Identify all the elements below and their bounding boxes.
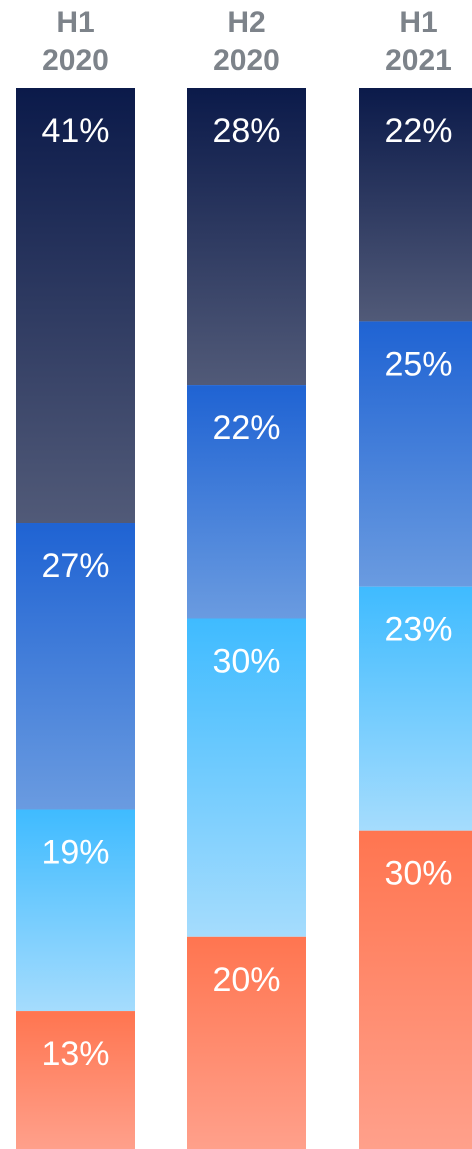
value-label: 28% <box>212 112 280 150</box>
value-label: 27% <box>41 547 109 585</box>
category-label-line1: H2 <box>227 6 265 39</box>
value-labels: 41% 27% 19% 13% 28% 22% 30% 20% 22% 25% 23% 30% <box>41 112 452 1073</box>
bar-segment <box>16 1011 135 1149</box>
value-label: 22% <box>212 409 280 447</box>
bar-segment <box>187 385 306 619</box>
value-label: 20% <box>212 961 280 999</box>
value-label: 30% <box>384 855 452 893</box>
category-label-line2: 2020 <box>42 44 109 77</box>
value-label: 22% <box>384 112 452 150</box>
bar-segment <box>359 830 472 1149</box>
bar-segment <box>187 936 306 1149</box>
category-label-line2: 2021 <box>385 44 452 77</box>
bar-segment <box>16 88 135 524</box>
bar-segment <box>359 586 472 831</box>
category-label-line1: H1 <box>56 6 94 39</box>
value-label: 25% <box>384 345 452 383</box>
value-label: 30% <box>212 643 280 681</box>
bar-segment <box>187 618 306 937</box>
bar-segment <box>16 523 135 810</box>
bar-segment <box>16 809 135 1012</box>
value-label: 41% <box>41 112 109 150</box>
value-label: 19% <box>41 833 109 871</box>
category-label-line1: H1 <box>399 6 437 39</box>
bars-group <box>16 88 472 1149</box>
category-labels: H1 2020 H2 2020 H1 2021 <box>42 6 452 77</box>
category-label-line2: 2020 <box>213 44 280 77</box>
value-label: 23% <box>384 611 452 649</box>
bar-segment <box>187 88 306 386</box>
bar-segment <box>359 321 472 587</box>
value-label: 13% <box>41 1035 109 1073</box>
bar-segment <box>359 88 472 322</box>
